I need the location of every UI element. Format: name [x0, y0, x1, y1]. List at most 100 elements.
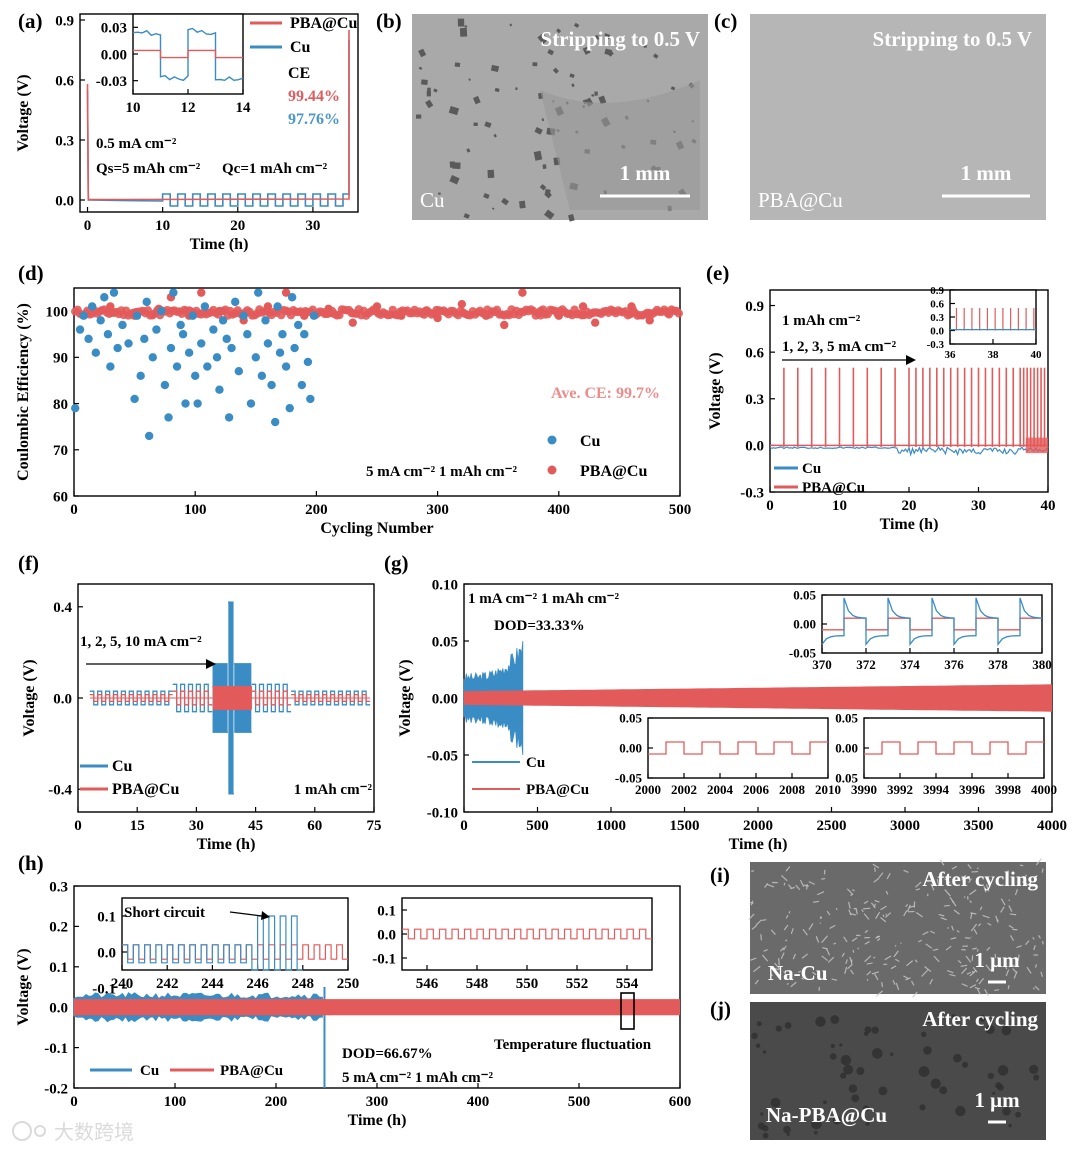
y-tick-label: 0.9: [55, 13, 74, 29]
texture-stroke: [783, 924, 789, 931]
texture-dot: [840, 1072, 847, 1079]
cu-point: [263, 339, 273, 348]
sem-title: After cycling: [922, 867, 1038, 891]
x-axis-label: Time (h): [729, 836, 788, 853]
dark-spot: [582, 46, 591, 55]
legend-cu-label: Cu: [140, 1063, 159, 1079]
texture-stroke: [755, 919, 762, 926]
cu-point: [178, 330, 188, 339]
dark-spot: [552, 67, 559, 74]
texture-stroke: [857, 947, 860, 950]
dark-spot: [591, 94, 595, 97]
texture-stroke: [1008, 899, 1011, 902]
plot-frame: [73, 287, 681, 497]
texture-stroke: [826, 910, 831, 916]
y-axis-label: Coulombic Efficiency (%): [15, 303, 32, 481]
y-tick-label: 0.05: [835, 711, 858, 726]
cu-point: [290, 343, 299, 353]
dark-spot: [418, 66, 423, 70]
cu-point: [106, 362, 115, 371]
x-tick-label: 600: [669, 1094, 692, 1110]
y-tick-label: -0.1: [44, 1041, 68, 1057]
inset-cu-line: [122, 915, 303, 971]
texture-stroke: [822, 947, 828, 950]
texture-stroke: [773, 967, 780, 971]
cu-point: [234, 367, 244, 376]
y-tick-label: 0.0: [55, 193, 74, 209]
chart-d: 0 100 200 300 400 500 60 70 80 90 100 Cycling Numbe…: [15, 287, 692, 537]
texture-dot: [784, 1022, 792, 1029]
texture-stroke: [764, 883, 769, 888]
texture-stroke: [968, 878, 972, 883]
texture-stroke: [970, 923, 978, 932]
chart-a: 0 10 20 30 0.0 0.3 0.6 0.9 Time (h) Voltage (V) 10…: [15, 13, 359, 253]
texture-stroke: [801, 977, 805, 981]
sem-texture: [748, 858, 1044, 998]
average-ce-label: Ave. CE: 99.7%: [551, 385, 660, 402]
cu-point: [251, 353, 260, 362]
x-tick-label: 4000: [1031, 782, 1057, 797]
texture-dot: [961, 1061, 969, 1068]
annotation-rates: 1, 2, 5, 10 mA cm⁻²: [80, 634, 202, 650]
texture-stroke: [892, 979, 896, 985]
inset-pba-line: [402, 928, 652, 940]
x-tick-label: 240: [111, 976, 134, 992]
x-tick-label: 2000: [635, 782, 661, 797]
pba-point: [554, 311, 563, 320]
cu-point: [191, 371, 200, 381]
texture-stroke: [925, 943, 933, 949]
texture-dot: [856, 1067, 865, 1076]
texture-stroke: [851, 937, 858, 942]
cu-point: [267, 380, 276, 390]
cu-point: [303, 357, 313, 367]
texture-stroke: [1034, 964, 1038, 968]
cu-point: [136, 371, 145, 381]
texture-stroke: [866, 962, 873, 965]
x-tick-label: 500: [669, 502, 692, 518]
texture-stroke: [951, 925, 954, 931]
x-tick-label: 0: [70, 502, 78, 518]
cu-point: [230, 297, 240, 307]
texture-stroke: [875, 911, 881, 920]
pba-point: [627, 302, 636, 311]
dark-spot: [533, 150, 543, 161]
texture-stroke: [915, 888, 921, 891]
panel-label-b: (b): [376, 9, 402, 33]
panel-label-c: (c): [714, 9, 737, 33]
texture-stroke: [895, 982, 900, 990]
texture-stroke: [778, 958, 780, 966]
dark-spot: [448, 105, 460, 116]
texture-stroke: [848, 909, 852, 916]
texture-stroke: [924, 966, 932, 972]
y-tick-label: -0.1: [372, 951, 396, 967]
texture-stroke: [751, 924, 758, 930]
texture-stroke: [786, 982, 789, 986]
cu-point: [152, 325, 161, 334]
texture-dot: [1029, 1064, 1039, 1074]
texture-stroke: [874, 973, 879, 981]
cu-point: [212, 353, 222, 362]
texture-dot: [843, 1064, 854, 1075]
texture-stroke: [940, 917, 947, 921]
pba-point: [281, 288, 291, 297]
x-tick-label: 0: [70, 1094, 78, 1110]
sem-sample-label: Cu: [420, 188, 445, 212]
texture-stroke: [938, 913, 945, 917]
texture-stroke: [785, 939, 788, 942]
texture-dot: [955, 1105, 966, 1117]
dark-spot: [604, 48, 613, 56]
texture-stroke: [872, 863, 880, 869]
cu-point: [144, 431, 154, 441]
texture-stroke: [939, 859, 945, 866]
texture-stroke: [850, 893, 854, 896]
texture-dot: [840, 1054, 852, 1066]
dark-spot: [438, 192, 441, 195]
y-tick-label: 0.1: [377, 903, 396, 919]
x-tick-label: 20: [902, 498, 917, 514]
legend-pba-label: PBA@Cu: [290, 15, 357, 32]
texture-stroke: [890, 965, 897, 970]
x-tick-label: 45: [248, 818, 263, 834]
texture-stroke: [749, 957, 757, 961]
texture-stroke: [876, 938, 881, 942]
texture-stroke: [884, 912, 892, 918]
